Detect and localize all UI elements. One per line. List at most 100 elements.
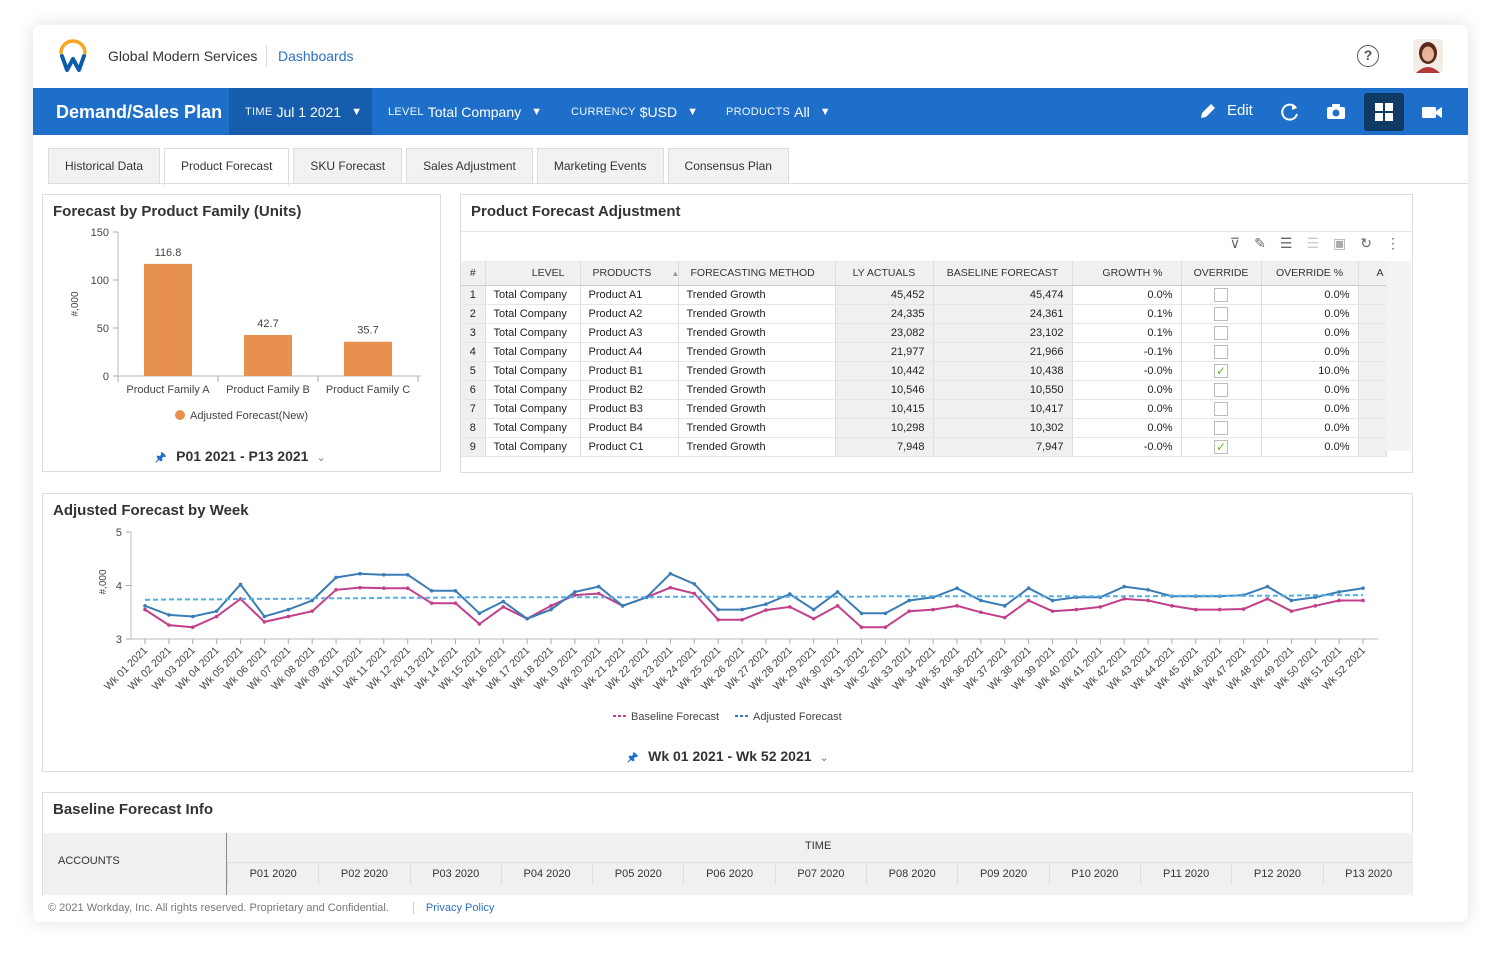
adjusted-series-point[interactable] (979, 598, 983, 603)
baseline-series-point[interactable] (1194, 607, 1198, 612)
adjusted-series-point[interactable] (907, 598, 912, 603)
products-filter[interactable]: PRODUCTS All ▼ (710, 88, 847, 135)
baseline-series-point[interactable] (1217, 607, 1222, 612)
baseline-series-point[interactable] (1122, 597, 1126, 601)
currency-filter[interactable]: CURRENCY $USD ▼ (555, 88, 714, 135)
override-checkbox[interactable] (1214, 401, 1228, 416)
table-row[interactable]: 6 Total Company Product B2 Trended Growth 10… (461, 380, 1387, 400)
tab-sku-forecast[interactable]: SKU Forecast (293, 148, 403, 183)
privacy-policy-link[interactable]: Privacy Policy (412, 902, 495, 914)
vertical-scrollbar[interactable] (1386, 261, 1411, 451)
override-cell[interactable]: ✓ (1181, 437, 1262, 457)
adjusted-series-point[interactable] (310, 598, 314, 603)
baseline-series-point[interactable] (811, 616, 816, 621)
baseline-series-point[interactable] (1098, 605, 1103, 609)
baseline-series-point[interactable] (405, 586, 410, 590)
time-filter[interactable]: TIME Jul 1 2021 ▼ (229, 88, 372, 135)
help-icon[interactable]: ? (1357, 45, 1379, 67)
baseline-series-point[interactable] (740, 617, 744, 622)
adjusted-series-point[interactable] (1146, 587, 1150, 592)
baseline-series-point[interactable] (596, 591, 601, 596)
camera-icon[interactable] (1324, 100, 1348, 124)
legend-label[interactable]: Adjusted Forecast(New) (190, 410, 308, 422)
adjusted-series-point[interactable] (405, 573, 410, 577)
method-cell[interactable]: Trended Growth (678, 323, 836, 343)
table-row[interactable]: 4 Total Company Product A4 Trended Growth 21… (461, 342, 1387, 362)
adjusted-series-point[interactable] (286, 607, 291, 612)
growth-cell[interactable]: -0.0% (1072, 437, 1182, 457)
override-pct-cell[interactable]: 0.0% (1261, 323, 1359, 343)
baseline-series-point[interactable] (190, 625, 195, 630)
baseline-series-point[interactable] (1241, 607, 1246, 611)
tab-sales-adjustment[interactable]: Sales Adjustment (406, 148, 533, 183)
level-filter[interactable]: LEVEL Total Company ▼ (372, 88, 558, 135)
override-cell[interactable] (1181, 285, 1262, 305)
refresh-icon[interactable] (1278, 100, 1302, 124)
adjusted-series-point[interactable] (596, 584, 601, 589)
video-icon[interactable] (1420, 100, 1444, 124)
baseline-series-point[interactable] (214, 614, 219, 619)
baseline-series-point[interactable] (979, 610, 983, 615)
baseline-series-point[interactable] (788, 605, 792, 609)
growth-cell[interactable]: 0.0% (1072, 380, 1182, 400)
column-header[interactable]: FORECASTING METHOD (678, 261, 836, 286)
baseline-series-point[interactable] (477, 622, 482, 626)
override-checkbox[interactable]: ✓ (1214, 439, 1228, 454)
override-pct-cell[interactable]: 0.0% (1261, 342, 1359, 362)
growth-cell[interactable]: -0.1% (1072, 342, 1182, 362)
edit-button[interactable]: Edit (1227, 102, 1253, 119)
add-row-icon[interactable]: ☰ (1279, 235, 1293, 251)
filter-icon[interactable]: ⊽ (1229, 235, 1241, 251)
column-header[interactable]: LY ACTUALS (835, 261, 934, 286)
adjusted-series-point[interactable] (358, 571, 362, 576)
adjusted-series-point[interactable] (501, 599, 506, 604)
legend-label[interactable]: Adjusted Forecast (753, 711, 842, 723)
adjusted-series-point[interactable] (764, 602, 768, 607)
table-row[interactable]: 9 Total Company Product C1 Trended Growth 7,… (461, 437, 1387, 457)
baseline-series-point[interactable] (429, 601, 434, 605)
baseline-series-point[interactable] (1146, 598, 1150, 603)
column-header[interactable]: GROWTH % (1072, 261, 1182, 286)
table-row[interactable]: 7 Total Company Product B3 Trended Growth 10… (461, 399, 1387, 419)
adjusted-series-point[interactable] (1002, 604, 1007, 608)
baseline-series-point[interactable] (1074, 607, 1079, 612)
adjusted-series-line[interactable] (144, 572, 1364, 620)
baseline-series-point[interactable] (835, 604, 840, 608)
method-cell[interactable]: Trended Growth (678, 437, 836, 457)
override-checkbox[interactable] (1214, 287, 1228, 302)
method-cell[interactable]: Trended Growth (678, 361, 836, 381)
column-header[interactable]: OVERRIDE % (1261, 261, 1359, 286)
tab-product-forecast[interactable]: Product Forecast (164, 148, 290, 185)
adjusted-series-point[interactable] (788, 592, 792, 596)
override-cell[interactable] (1181, 380, 1262, 400)
adjusted-series-point[interactable] (1313, 595, 1318, 600)
adjusted-series-point[interactable] (190, 614, 195, 619)
column-header-sorted[interactable]: PRODUCTS ▲ (580, 261, 679, 286)
adjusted-series-point[interactable] (525, 616, 529, 621)
adjusted-series-point[interactable] (143, 604, 147, 608)
tab-consensus-plan[interactable]: Consensus Plan (667, 148, 789, 183)
baseline-series-point[interactable] (1050, 609, 1055, 613)
baseline-series-point[interactable] (573, 593, 577, 597)
remove-row-icon[interactable]: ☰ (1306, 235, 1320, 251)
override-cell[interactable] (1181, 399, 1262, 419)
adjusted-series-point[interactable] (835, 590, 840, 594)
override-checkbox[interactable] (1214, 420, 1228, 435)
override-cell[interactable] (1181, 342, 1262, 362)
baseline-series-point[interactable] (955, 604, 959, 608)
adjusted-trend-series-line[interactable] (144, 594, 1363, 601)
adjusted-series-point[interactable] (1337, 590, 1341, 594)
adjusted-series-point[interactable] (811, 607, 816, 612)
adjusted-series-point[interactable] (1026, 586, 1031, 590)
growth-cell[interactable]: 0.0% (1072, 285, 1182, 305)
override-checkbox[interactable] (1214, 382, 1228, 397)
adjusted-series-point[interactable] (382, 573, 386, 577)
adjusted-series-point[interactable] (573, 590, 577, 594)
growth-cell[interactable]: 0.1% (1072, 304, 1182, 324)
override-checkbox[interactable] (1214, 306, 1228, 321)
baseline-series-point[interactable] (859, 625, 864, 630)
override-pct-cell[interactable]: 0.0% (1261, 437, 1359, 457)
adjusted-series-point[interactable] (1289, 598, 1294, 603)
baseline-series-point[interactable] (334, 587, 338, 592)
legend-label[interactable]: Baseline Forecast (631, 711, 719, 723)
